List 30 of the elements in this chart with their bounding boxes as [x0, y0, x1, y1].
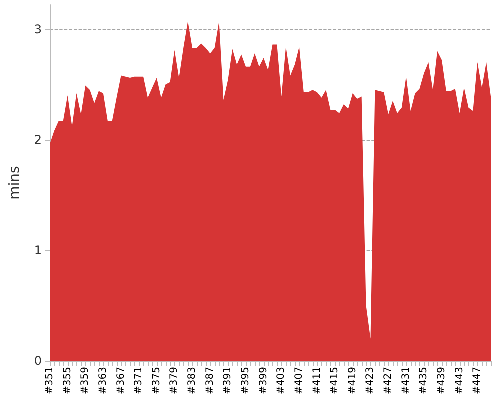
- x-tick-label: #399: [258, 367, 270, 394]
- x-tick-label: #439: [436, 367, 448, 394]
- x-tick-label: #367: [116, 367, 127, 394]
- x-tick-label: #351: [44, 367, 56, 394]
- x-tick-label: #379: [169, 367, 180, 394]
- x-tick-label: #419: [347, 367, 358, 394]
- x-tick-label: #387: [204, 367, 216, 394]
- x-tick-label: #415: [330, 367, 341, 394]
- x-tick-label: #355: [62, 367, 74, 394]
- x-tick-label: #375: [151, 367, 162, 394]
- y-tick-label: 2: [34, 132, 42, 147]
- x-tick-label: #383: [187, 367, 198, 394]
- y-axis-title: mins: [7, 166, 23, 200]
- y-tick-label: 1: [34, 243, 42, 258]
- x-tick-label: #391: [222, 367, 234, 394]
- x-tick-label: #423: [365, 367, 376, 394]
- x-tick-label: #371: [134, 367, 145, 394]
- x-tick-label: #443: [454, 367, 466, 394]
- x-tick-label: #431: [400, 367, 412, 394]
- x-tick-label: #427: [383, 367, 394, 394]
- y-tick-label: 0: [34, 354, 42, 368]
- x-tick-label: #411: [312, 367, 323, 394]
- x-tick-label: #435: [418, 367, 430, 394]
- x-tick-label: #395: [240, 367, 252, 394]
- x-tick-label: #359: [80, 367, 92, 394]
- y-tick-label: 3: [34, 22, 42, 36]
- x-tick-label: #407: [294, 367, 305, 394]
- x-tick-label: #403: [276, 367, 288, 394]
- x-tick-label: #363: [98, 367, 109, 394]
- x-tick-label: #447: [472, 367, 484, 394]
